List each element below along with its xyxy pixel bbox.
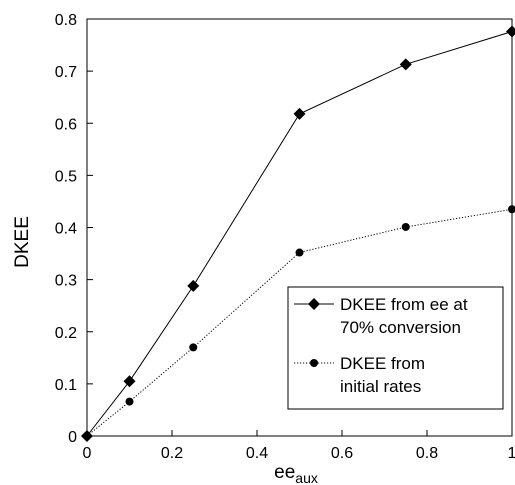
x-axis-title-subscript: aux <box>295 470 318 485</box>
y-tick-label: 0.3 <box>55 273 77 290</box>
legend-label-2b: initial rates <box>340 377 421 396</box>
series-2-point <box>189 343 198 352</box>
series-2-point <box>125 397 134 406</box>
legend: DKEE from ee at 70% conversion DKEE from… <box>287 286 504 410</box>
legend-marker-2 <box>310 359 318 367</box>
series-layer <box>81 25 515 442</box>
y-axis: 0 0.1 0.2 0.3 0.4 0.5 0.6 0.7 0.8 <box>55 12 93 446</box>
x-tick-label: 0.8 <box>416 445 438 462</box>
y-tick-label: 0.5 <box>55 168 77 185</box>
series-2-point <box>508 205 515 214</box>
legend-marker-1 <box>308 298 320 310</box>
x-tick-label: 0.4 <box>246 445 268 462</box>
series-2-line <box>86 208 513 437</box>
series-2-point <box>83 432 91 440</box>
series-1-line <box>86 31 513 437</box>
y-tick-label: 0.8 <box>55 12 77 29</box>
series-1-point <box>187 279 200 292</box>
y-axis-title: DKEE <box>12 216 33 268</box>
x-axis-title: eeaux <box>274 462 318 485</box>
x-tick-label: 0.2 <box>161 445 183 462</box>
series-2-point <box>401 222 410 231</box>
series-1-point <box>123 375 136 388</box>
x-tick-label: 0 <box>83 445 92 462</box>
y-tick-label: 0.7 <box>55 64 77 81</box>
series-1-point <box>399 58 412 71</box>
legend-label-1a: DKEE from ee at <box>340 295 468 314</box>
y-tick-label: 0.1 <box>55 377 77 394</box>
y-tick-label: 0.6 <box>55 116 77 133</box>
x-axis-title-main: ee <box>274 462 295 483</box>
x-axis: 0 0.2 0.4 0.6 0.8 1 <box>83 430 515 462</box>
series-1-point <box>506 25 515 38</box>
legend-label-1b: 70% conversion <box>340 318 461 337</box>
x-tick-label: 0.6 <box>331 445 353 462</box>
series-1-point <box>293 107 306 120</box>
legend-label-2a: DKEE from <box>340 354 425 373</box>
y-tick-label: 0.2 <box>55 325 77 342</box>
series-2-point <box>295 248 304 257</box>
y-tick-label: 0.4 <box>55 221 77 238</box>
legend-box <box>287 286 504 410</box>
y-tick-label: 0 <box>68 429 77 446</box>
x-tick-label: 1 <box>508 445 515 462</box>
